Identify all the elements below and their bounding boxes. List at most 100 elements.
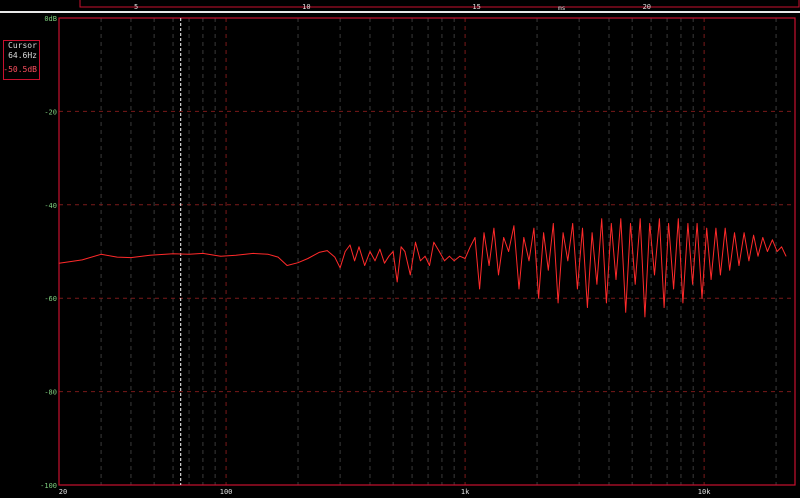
data-point xyxy=(605,302,607,304)
data-point xyxy=(729,269,731,271)
data-point xyxy=(326,250,328,251)
plot-frame xyxy=(58,17,796,486)
data-point xyxy=(81,259,83,261)
data-point xyxy=(235,254,237,256)
data-point xyxy=(369,251,371,252)
time-tick-label: 5 xyxy=(134,3,138,11)
data-point xyxy=(374,260,376,262)
data-point xyxy=(339,267,341,269)
y-tick-label: -80 xyxy=(44,389,57,397)
data-point xyxy=(433,241,435,243)
data-point xyxy=(318,252,320,253)
y-tick-label: -60 xyxy=(44,295,57,303)
data-point xyxy=(449,255,450,257)
data-point xyxy=(172,253,174,255)
data-point xyxy=(100,253,102,255)
data-point xyxy=(659,218,660,220)
x-tick-label: 1k xyxy=(461,488,470,496)
data-point xyxy=(649,223,651,224)
data-point xyxy=(644,316,646,318)
data-point xyxy=(344,251,346,252)
y-tick-label: 0dB xyxy=(44,15,57,23)
data-point xyxy=(334,256,336,258)
data-point xyxy=(130,257,132,258)
data-point xyxy=(587,307,588,308)
data-point xyxy=(620,218,622,220)
data-point xyxy=(58,262,60,264)
data-point xyxy=(459,255,461,257)
time-tick-label: 10 xyxy=(302,3,310,11)
data-point xyxy=(202,252,204,254)
data-point xyxy=(757,255,759,257)
data-point xyxy=(562,232,564,234)
data-point xyxy=(567,260,569,262)
data-point xyxy=(785,255,787,257)
data-point xyxy=(663,307,665,308)
response-trace xyxy=(58,218,787,318)
data-point xyxy=(307,258,309,259)
data-point xyxy=(464,258,466,259)
data-point xyxy=(591,232,593,234)
cursor-title: Cursor xyxy=(8,41,37,50)
data-point xyxy=(673,288,674,290)
data-point xyxy=(753,234,754,236)
data-point xyxy=(639,218,641,220)
data-point xyxy=(601,218,603,220)
data-point xyxy=(610,223,612,224)
data-point xyxy=(576,288,578,290)
y-tick-label: -100 xyxy=(40,482,57,490)
data-point xyxy=(596,283,598,285)
data-point xyxy=(358,246,360,248)
data-point xyxy=(615,279,617,280)
data-point xyxy=(379,248,381,250)
y-tick-label: -40 xyxy=(44,202,57,210)
data-point xyxy=(582,227,583,229)
x-tick-label: 100 xyxy=(220,488,233,496)
x-tick-label: 10k xyxy=(698,488,711,496)
data-point xyxy=(508,251,509,252)
data-point xyxy=(252,252,254,254)
data-point xyxy=(354,260,356,262)
data-point xyxy=(523,237,525,238)
data-point xyxy=(429,265,430,266)
time-axis-bar: 5 10 15 20 ms xyxy=(79,0,800,12)
data-point xyxy=(776,251,778,252)
data-point xyxy=(743,232,745,234)
data-point xyxy=(625,311,627,313)
data-point xyxy=(748,260,750,262)
data-point xyxy=(188,253,190,255)
cursor-readout: Cursor 64.6Hz -50.5dB xyxy=(3,40,40,80)
data-point xyxy=(396,281,398,283)
cursor-frequency: 64.6Hz xyxy=(8,51,37,60)
data-point xyxy=(528,260,530,262)
data-point xyxy=(654,274,655,276)
data-point xyxy=(630,223,631,224)
data-point xyxy=(149,254,151,256)
data-point xyxy=(710,279,712,280)
y-tick-label: -20 xyxy=(44,108,57,116)
data-point xyxy=(438,251,440,252)
data-point xyxy=(552,223,554,224)
data-point xyxy=(415,241,416,243)
data-point xyxy=(538,297,539,299)
data-point xyxy=(364,265,366,266)
data-point xyxy=(557,302,559,304)
data-point xyxy=(572,223,574,224)
data-point xyxy=(453,260,455,262)
data-point xyxy=(409,274,411,276)
data-point xyxy=(267,253,269,255)
data-point xyxy=(720,274,721,276)
time-axis-unit: ms xyxy=(558,5,566,12)
data-point xyxy=(677,218,679,220)
data-point xyxy=(543,232,544,234)
data-point xyxy=(297,262,299,264)
cursor-level: -50.5dB xyxy=(3,65,37,74)
data-point xyxy=(634,283,636,285)
data-point xyxy=(404,251,406,252)
data-point xyxy=(388,255,390,257)
data-point xyxy=(668,223,669,224)
data-point xyxy=(696,223,698,224)
data-point xyxy=(503,237,505,238)
data-point xyxy=(518,288,520,290)
